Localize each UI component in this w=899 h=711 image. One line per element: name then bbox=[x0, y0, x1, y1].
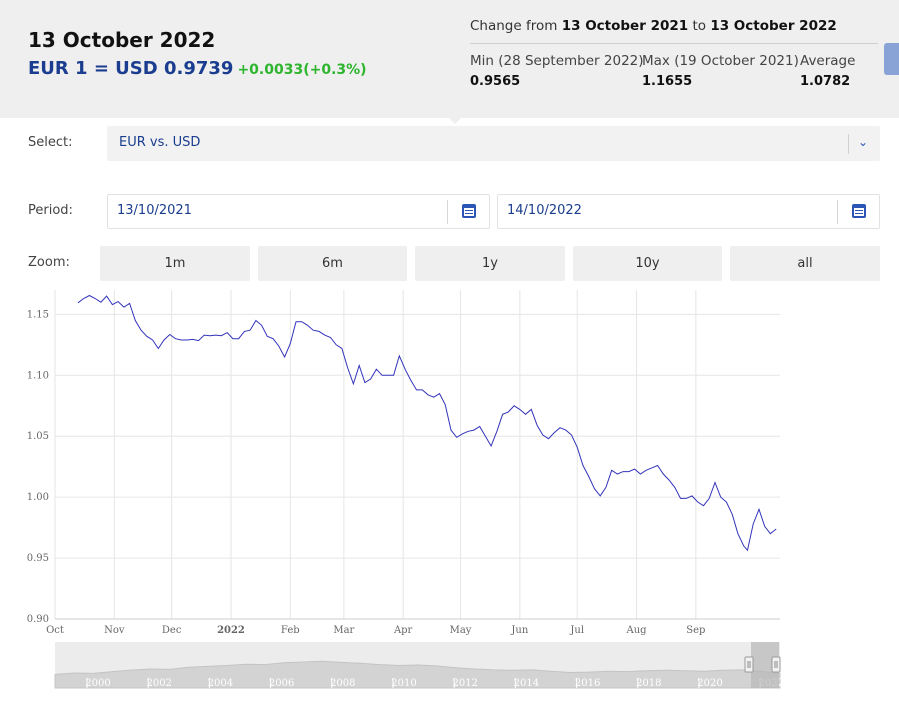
period-end-value: 14/10/2022 bbox=[507, 203, 582, 218]
navigator-year-label: 2016 bbox=[575, 678, 600, 689]
x-tick-label: May bbox=[450, 625, 472, 636]
chart-grid bbox=[54, 290, 780, 620]
currency-pair-value: EUR vs. USD bbox=[119, 135, 201, 150]
x-tick-label: 2022 bbox=[217, 625, 245, 636]
rate-series-line bbox=[77, 294, 777, 552]
navigator-year-label: 2012 bbox=[452, 678, 477, 689]
y-tick-label: 0.95 bbox=[27, 553, 49, 564]
navigator-year-label: 2006 bbox=[269, 678, 294, 689]
rate-text: EUR 1 = USD 0.9739 bbox=[28, 58, 234, 79]
stat-average: Average 1.0782 bbox=[800, 53, 855, 89]
zoom-1m-button[interactable]: 1m bbox=[100, 246, 250, 281]
zoom-all-button[interactable]: all bbox=[730, 246, 880, 281]
zoom-1y-button[interactable]: 1y bbox=[415, 246, 565, 281]
y-tick-label: 1.05 bbox=[27, 431, 49, 442]
navigator-year-label: 2020 bbox=[697, 678, 722, 689]
calendar-icon[interactable] bbox=[852, 204, 866, 218]
plot-area bbox=[55, 290, 780, 619]
exchange-rate-chart[interactable]: 0.90 0.95 1.00 1.05 1.10 1.15 Oct Nov Dec 2022 Fe… bbox=[0, 285, 899, 705]
select-separator bbox=[848, 134, 849, 154]
y-tick-label: 1.15 bbox=[27, 309, 49, 320]
x-tick-label: Aug bbox=[625, 625, 647, 636]
x-tick-label: Jul bbox=[569, 625, 584, 636]
side-panel-button[interactable] bbox=[884, 43, 899, 75]
stat-min-value: 0.9565 bbox=[470, 74, 521, 89]
rate-value: EUR 1 = USD 0.9739 +0.0033(+0.3%) bbox=[28, 58, 367, 79]
zoom-label: Zoom: bbox=[28, 255, 70, 270]
x-tick-label: Sep bbox=[686, 625, 705, 636]
date-separator bbox=[837, 200, 838, 224]
x-tick-label: Oct bbox=[46, 625, 64, 636]
navigator-series-area bbox=[54, 660, 781, 689]
x-tick-label: Apr bbox=[393, 625, 413, 636]
y-tick-label: 1.00 bbox=[27, 492, 49, 503]
navigator-handle-icon[interactable] bbox=[771, 656, 781, 673]
period-end-input[interactable]: 14/10/2022 bbox=[497, 194, 880, 229]
calendar-icon[interactable] bbox=[462, 204, 476, 218]
navigator-year-label: 2014 bbox=[514, 678, 539, 689]
x-tick-label: Feb bbox=[281, 625, 300, 636]
change-to-date: 13 October 2022 bbox=[710, 18, 837, 34]
stat-max-value: 1.1655 bbox=[642, 74, 693, 89]
navigator-year-label: 2010 bbox=[391, 678, 416, 689]
stat-min: Min (28 September 2022) 0.9565 bbox=[470, 53, 644, 89]
change-mid: to bbox=[692, 18, 707, 34]
x-tick-label: Nov bbox=[104, 625, 125, 636]
header-divider bbox=[470, 43, 878, 44]
stat-max-label: Max (19 October 2021) bbox=[642, 53, 799, 69]
period-start-input[interactable]: 13/10/2021 bbox=[107, 194, 490, 229]
y-tick-label: 0.90 bbox=[27, 614, 49, 625]
stat-average-label: Average bbox=[800, 53, 856, 69]
navigator-year-label: 2002 bbox=[146, 678, 171, 689]
y-axis: 0.90 0.95 1.00 1.05 1.10 1.15 bbox=[27, 309, 49, 625]
navigator-year-label: 2004 bbox=[208, 678, 233, 689]
navigator-handle-icon[interactable] bbox=[744, 656, 754, 673]
zoom-6m-button[interactable]: 6m bbox=[258, 246, 407, 281]
chevron-down-icon[interactable]: ⌄ bbox=[858, 135, 869, 149]
navigator-year-label: 2018 bbox=[636, 678, 661, 689]
period-start-value: 13/10/2021 bbox=[117, 203, 192, 218]
range-navigator[interactable]: 2000 2002 2004 2006 2008 2010 2012 2014 2016 2018… bbox=[54, 642, 784, 689]
zoom-10y-button[interactable]: 10y bbox=[573, 246, 722, 281]
change-range-text: Change from 13 October 2021 to 13 Octobe… bbox=[470, 18, 837, 34]
change-from-date: 13 October 2021 bbox=[561, 18, 689, 34]
rate-date-title: 13 October 2022 bbox=[28, 28, 216, 52]
navigator-year-label: 2008 bbox=[330, 678, 355, 689]
currency-pair-select[interactable]: EUR vs. USD ⌄ bbox=[107, 126, 880, 161]
x-axis: Oct Nov Dec 2022 Feb Mar Apr May Jun Jul Aug Sep bbox=[46, 618, 780, 636]
header-pointer bbox=[443, 112, 467, 124]
y-tick-label: 1.10 bbox=[27, 370, 49, 381]
period-label: Period: bbox=[28, 203, 73, 218]
rate-change: +0.0033(+0.3%) bbox=[237, 62, 367, 78]
x-tick-label: Dec bbox=[162, 625, 182, 636]
navigator-year-label: 2000 bbox=[85, 678, 110, 689]
x-tick-label: Mar bbox=[333, 625, 354, 636]
stat-average-value: 1.0782 bbox=[800, 74, 851, 89]
summary-header: 13 October 2022 EUR 1 = USD 0.9739 +0.003… bbox=[0, 0, 899, 118]
select-label: Select: bbox=[28, 135, 73, 150]
stat-min-label: Min (28 September 2022) bbox=[470, 53, 644, 69]
stat-max: Max (19 October 2021) 1.1655 bbox=[642, 53, 799, 89]
date-separator bbox=[447, 200, 448, 224]
change-prefix: Change from bbox=[470, 18, 558, 34]
x-tick-label: Jun bbox=[510, 625, 528, 636]
